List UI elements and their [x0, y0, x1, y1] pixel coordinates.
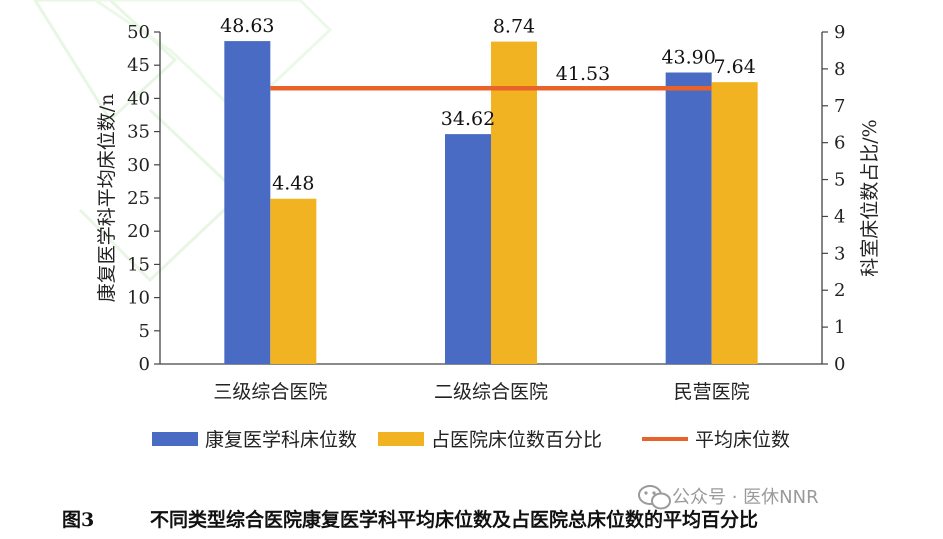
category-label: 民营医院 — [674, 381, 750, 403]
y-right-tick-label: 6 — [834, 133, 845, 154]
data-label: 8.74 — [493, 16, 535, 38]
legend-label-average: 平均床位数 — [695, 429, 790, 451]
background-decoration — [33, 0, 333, 283]
data-label: 4.48 — [272, 173, 314, 195]
y-right-tick-label: 5 — [834, 170, 845, 191]
legend-swatch-beds — [152, 432, 198, 446]
y-left-tick-label: 30 — [127, 155, 150, 176]
data-label: 7.64 — [714, 56, 756, 78]
y-left-tick-label: 20 — [127, 221, 150, 242]
y-left-tick-label: 25 — [127, 188, 150, 209]
y-left-tick-label: 45 — [127, 55, 150, 76]
bar-percent — [711, 82, 758, 365]
y-left-tick-label: 15 — [127, 254, 150, 275]
y-right-tick-label: 7 — [834, 96, 845, 117]
data-label: 34.62 — [441, 108, 495, 130]
y-right-tick-label: 9 — [834, 22, 845, 43]
y-left-tick-label: 40 — [127, 88, 150, 109]
watermark: 公众号 · 医休NNR — [638, 485, 819, 510]
legend-label-percent: 占医院床位数百分比 — [431, 429, 602, 451]
bars — [224, 41, 758, 365]
reference-line-label: 41.53 — [556, 63, 610, 85]
bar-beds — [224, 41, 271, 364]
figure-caption: 图3 不同类型综合医院康复医学科平均床位数及占医院总床位数的平均百分比 — [62, 508, 758, 531]
y-left-tick-label: 10 — [127, 288, 150, 309]
y-right-tick-label: 2 — [834, 280, 845, 301]
watermark-text: 公众号 · 医休NNR — [672, 487, 819, 508]
y-left-tick-label: 5 — [139, 321, 150, 342]
y-right-tick-label: 4 — [834, 206, 845, 227]
category-label: 二级综合医院 — [434, 381, 548, 403]
y-right-tick-label: 0 — [834, 354, 845, 375]
y-axis-right-title: 科室床位数占比/% — [859, 119, 881, 276]
legend-label-beds: 康复医学科床位数 — [205, 429, 357, 451]
data-label: 48.63 — [220, 15, 274, 37]
y-left-tick-label: 0 — [139, 354, 150, 375]
y-axis-left-title: 康复医学科平均床位数/n — [96, 94, 118, 303]
caption-number: 图3 — [62, 509, 94, 531]
legend: 康复医学科床位数 占医院床位数百分比 平均床位数 — [152, 429, 790, 451]
category-label: 三级综合医院 — [213, 381, 327, 403]
y-right-tick-label: 3 — [834, 243, 845, 264]
data-labels: 48.63 4.48 34.62 8.74 43.907.64 — [220, 15, 756, 195]
legend-swatch-percent — [378, 432, 424, 446]
y-right-tick-label: 8 — [834, 59, 845, 80]
y-right-tick-label: 1 — [834, 317, 845, 338]
caption-text: 不同类型综合医院康复医学科平均床位数及占医院总床位数的平均百分比 — [150, 508, 758, 531]
wechat-icon — [638, 485, 671, 510]
reference-line-group: 41.53 — [270, 63, 712, 91]
y-left-tick-label: 35 — [127, 122, 150, 143]
y-left-tick-label: 50 — [127, 22, 150, 43]
bar-percent — [270, 198, 317, 364]
data-label: 43.90 — [661, 47, 715, 69]
bar-beds — [445, 134, 491, 364]
bar-beds — [665, 72, 712, 364]
bar-percent — [491, 41, 537, 364]
